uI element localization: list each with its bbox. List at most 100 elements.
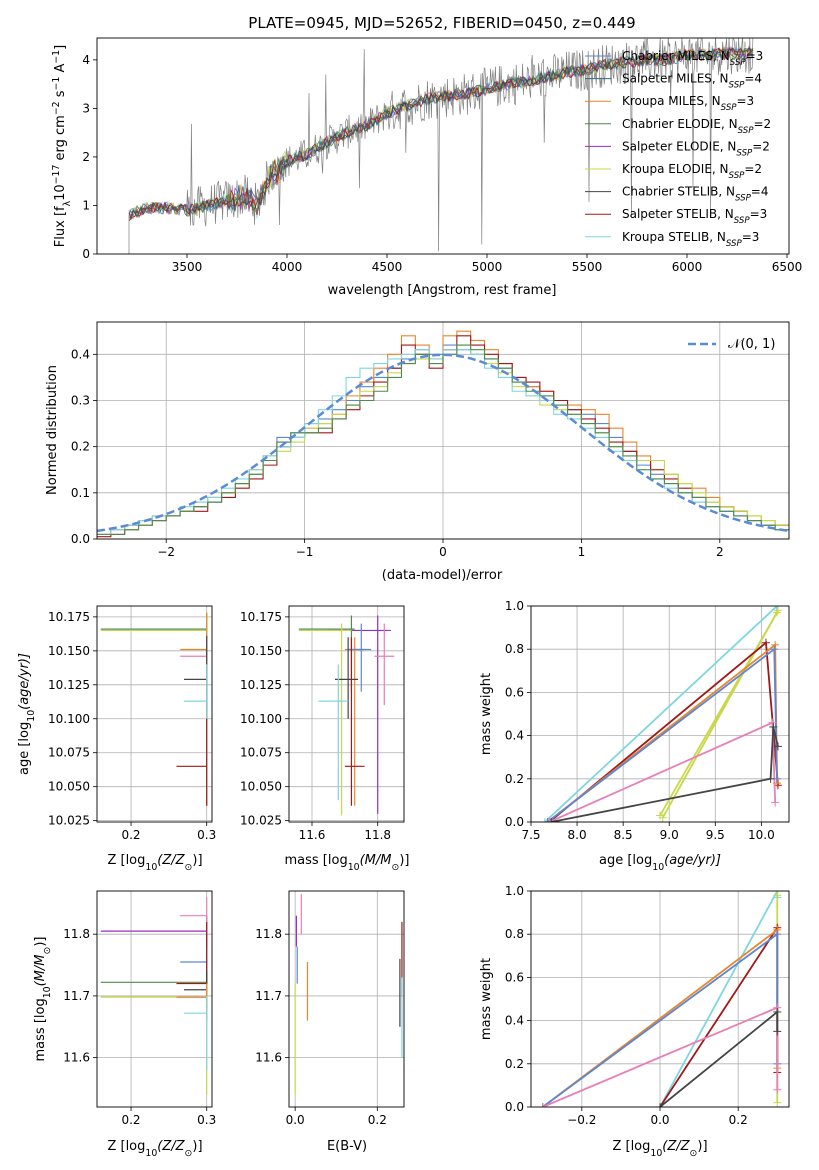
model-spectrum-salpeter_stelib (128, 47, 754, 220)
weight-vs-metallicity-panel: −0.2 0.0 0.2 0.0 0.2 0.4 0.6 0.8 1.0 Z [log10(Z/Z… (479, 884, 790, 1159)
residual-histogram-panel: −2 −1 0 1 2 0.0 0.1 0.2 0.3 0.4 𝒩(0, 1) (data-model… (45, 321, 790, 583)
x-tick-label: 8.0 (568, 828, 587, 842)
legend-entry: Kroupa STELIB, NSSP=3 (622, 230, 759, 249)
x-axis-label: (data-model)/error (382, 568, 503, 583)
y-tick-label: 10.050 (48, 780, 90, 794)
weight-line-kroupa_stelib (659, 891, 779, 1107)
y-tick-label: 11.8 (63, 927, 90, 941)
y-tick-label: 0.6 (505, 685, 524, 699)
y-tick-label: 10.075 (48, 746, 90, 760)
weight-line-pink (549, 721, 777, 822)
y-tick-label: 0 (82, 247, 90, 261)
legend-entry: Chabrier ELODIE, NSSP=2 (622, 117, 771, 136)
y-axis-label: Flux [fλ10−17 erg cm−2 s−1 A−1] (51, 45, 73, 247)
x-tick-label: 10.0 (748, 828, 775, 842)
y-tick-label: 10.150 (240, 644, 282, 658)
y-axis-label: mass weight (479, 673, 494, 755)
y-tick-label: 0.8 (505, 927, 524, 941)
x-axis-label: Z [log10(Z/Z⊙)] (107, 853, 202, 873)
x-axis-label: mass [log10(M/M⊙)] (285, 853, 410, 873)
x-axis-label: E(B-V) (327, 1139, 367, 1154)
age-vs-metallicity-panel: 0.2 0.3 10.025 10.050 10.075 10.100 10.125 10.1… (17, 605, 216, 873)
x-tick-label: 2 (716, 545, 724, 559)
model-spectrum-chabrier_stelib (128, 45, 754, 222)
y-axis-label: mass [log10(M/M⊙)] (33, 937, 53, 1062)
y-tick-label: 0.6 (505, 970, 524, 984)
axes-frame (96, 605, 213, 823)
x-tick-label: 0.2 (121, 828, 140, 842)
weight-line-salpeter_stelib (659, 924, 779, 1107)
y-tick-label: 11.7 (63, 989, 90, 1003)
y-tick-label: 10.050 (240, 780, 282, 794)
plot-area (100, 897, 208, 1095)
y-tick-label: 0.4 (71, 347, 90, 361)
y-tick-label: 10.100 (48, 712, 90, 726)
x-tick-label: 9.5 (706, 828, 725, 842)
mass-vs-ebv-panel: 0.0 0.2 11.6 11.7 11.8 E(B-V) (255, 890, 405, 1154)
x-tick-label: 9.0 (660, 828, 679, 842)
y-tick-label: 10.150 (48, 644, 90, 658)
y-tick-label: 10.125 (240, 678, 282, 692)
x-tick-label: 0 (439, 545, 447, 559)
y-tick-label: 10.125 (48, 678, 90, 692)
plot-area (100, 612, 208, 806)
y-tick-label: 0.1 (71, 486, 90, 500)
x-tick-label: 5000 (472, 260, 503, 274)
x-tick-label: 11.6 (299, 828, 326, 842)
x-tick-label: 7.5 (521, 828, 540, 842)
axes-frame (96, 321, 790, 540)
y-tick-label: 0.4 (505, 729, 524, 743)
axes-frame (96, 37, 790, 255)
x-tick-label: −1 (296, 545, 314, 559)
x-tick-label: 5500 (572, 260, 603, 274)
plot-area (298, 615, 395, 816)
x-tick-label: −0.2 (567, 1113, 596, 1127)
x-tick-label: 0.0 (286, 1113, 305, 1127)
figure-title: PLATE=0945, MJD=52652, FIBERID=0450, z=0… (248, 14, 635, 32)
weight-line-chabrier_stelib (659, 1010, 779, 1107)
y-tick-label: 1.0 (505, 884, 524, 898)
y-tick-label: 0.3 (71, 393, 90, 407)
x-axis-label: Z [log10(Z/Z⊙)] (612, 1139, 707, 1159)
weight-line-chabrier_stelib (551, 726, 779, 822)
age-vs-mass-panel: 11.6 11.8 10.025 10.050 10.075 10.100 10.125 10… (240, 605, 410, 873)
x-axis-label: age [log10(age/yr)] (599, 853, 721, 873)
x-tick-label: 0.2 (729, 1113, 748, 1127)
axes-frame (530, 605, 790, 823)
plot-area (294, 894, 403, 1095)
x-tick-label: 0.0 (650, 1113, 669, 1127)
y-tick-label: 1 (82, 198, 90, 212)
x-tick-label: 0.3 (197, 828, 216, 842)
axes-frame (288, 890, 405, 1108)
y-tick-label: 11.6 (63, 1051, 90, 1065)
y-tick-label: 11.8 (255, 927, 282, 941)
legend-entry: 𝒩(0, 1) (728, 337, 775, 352)
y-tick-label: 0.0 (505, 815, 524, 829)
x-tick-label: 1 (578, 545, 586, 559)
x-tick-label: 0.2 (121, 1113, 140, 1127)
x-axis-label: Z [log10(Z/Z⊙)] (107, 1139, 202, 1159)
y-tick-label: 11.7 (255, 989, 282, 1003)
legend-entry: Salpeter MILES, NSSP=4 (622, 72, 762, 91)
x-tick-label: 8.5 (614, 828, 633, 842)
y-axis-label: Normed distribution (45, 365, 60, 495)
y-tick-label: 11.6 (255, 1051, 282, 1065)
y-tick-label: 0.4 (505, 1014, 524, 1028)
legend-entry: Salpeter ELODIE, NSSP=2 (622, 139, 770, 158)
legend-entry: Salpeter STELIB, NSSP=3 (622, 207, 767, 226)
y-tick-label: 2 (82, 150, 90, 164)
x-tick-label: 11.8 (364, 828, 391, 842)
legend-entry: Chabrier STELIB, NSSP=4 (622, 185, 769, 204)
y-tick-label: 10.175 (240, 610, 282, 624)
weight-line-kroupa_elodie (659, 609, 779, 819)
y-tick-label: 10.025 (240, 814, 282, 828)
x-tick-label: 0.2 (368, 1113, 387, 1127)
y-tick-label: 10.025 (48, 814, 90, 828)
legend-entry: Chabrier MILES, NSSP=3 (622, 49, 763, 68)
axes-frame (288, 605, 405, 823)
legend-entry: Kroupa ELODIE, NSSP=2 (622, 162, 762, 181)
y-tick-label: 1.0 (505, 599, 524, 613)
y-tick-label: 4 (82, 53, 90, 67)
x-tick-label: 6000 (672, 260, 703, 274)
